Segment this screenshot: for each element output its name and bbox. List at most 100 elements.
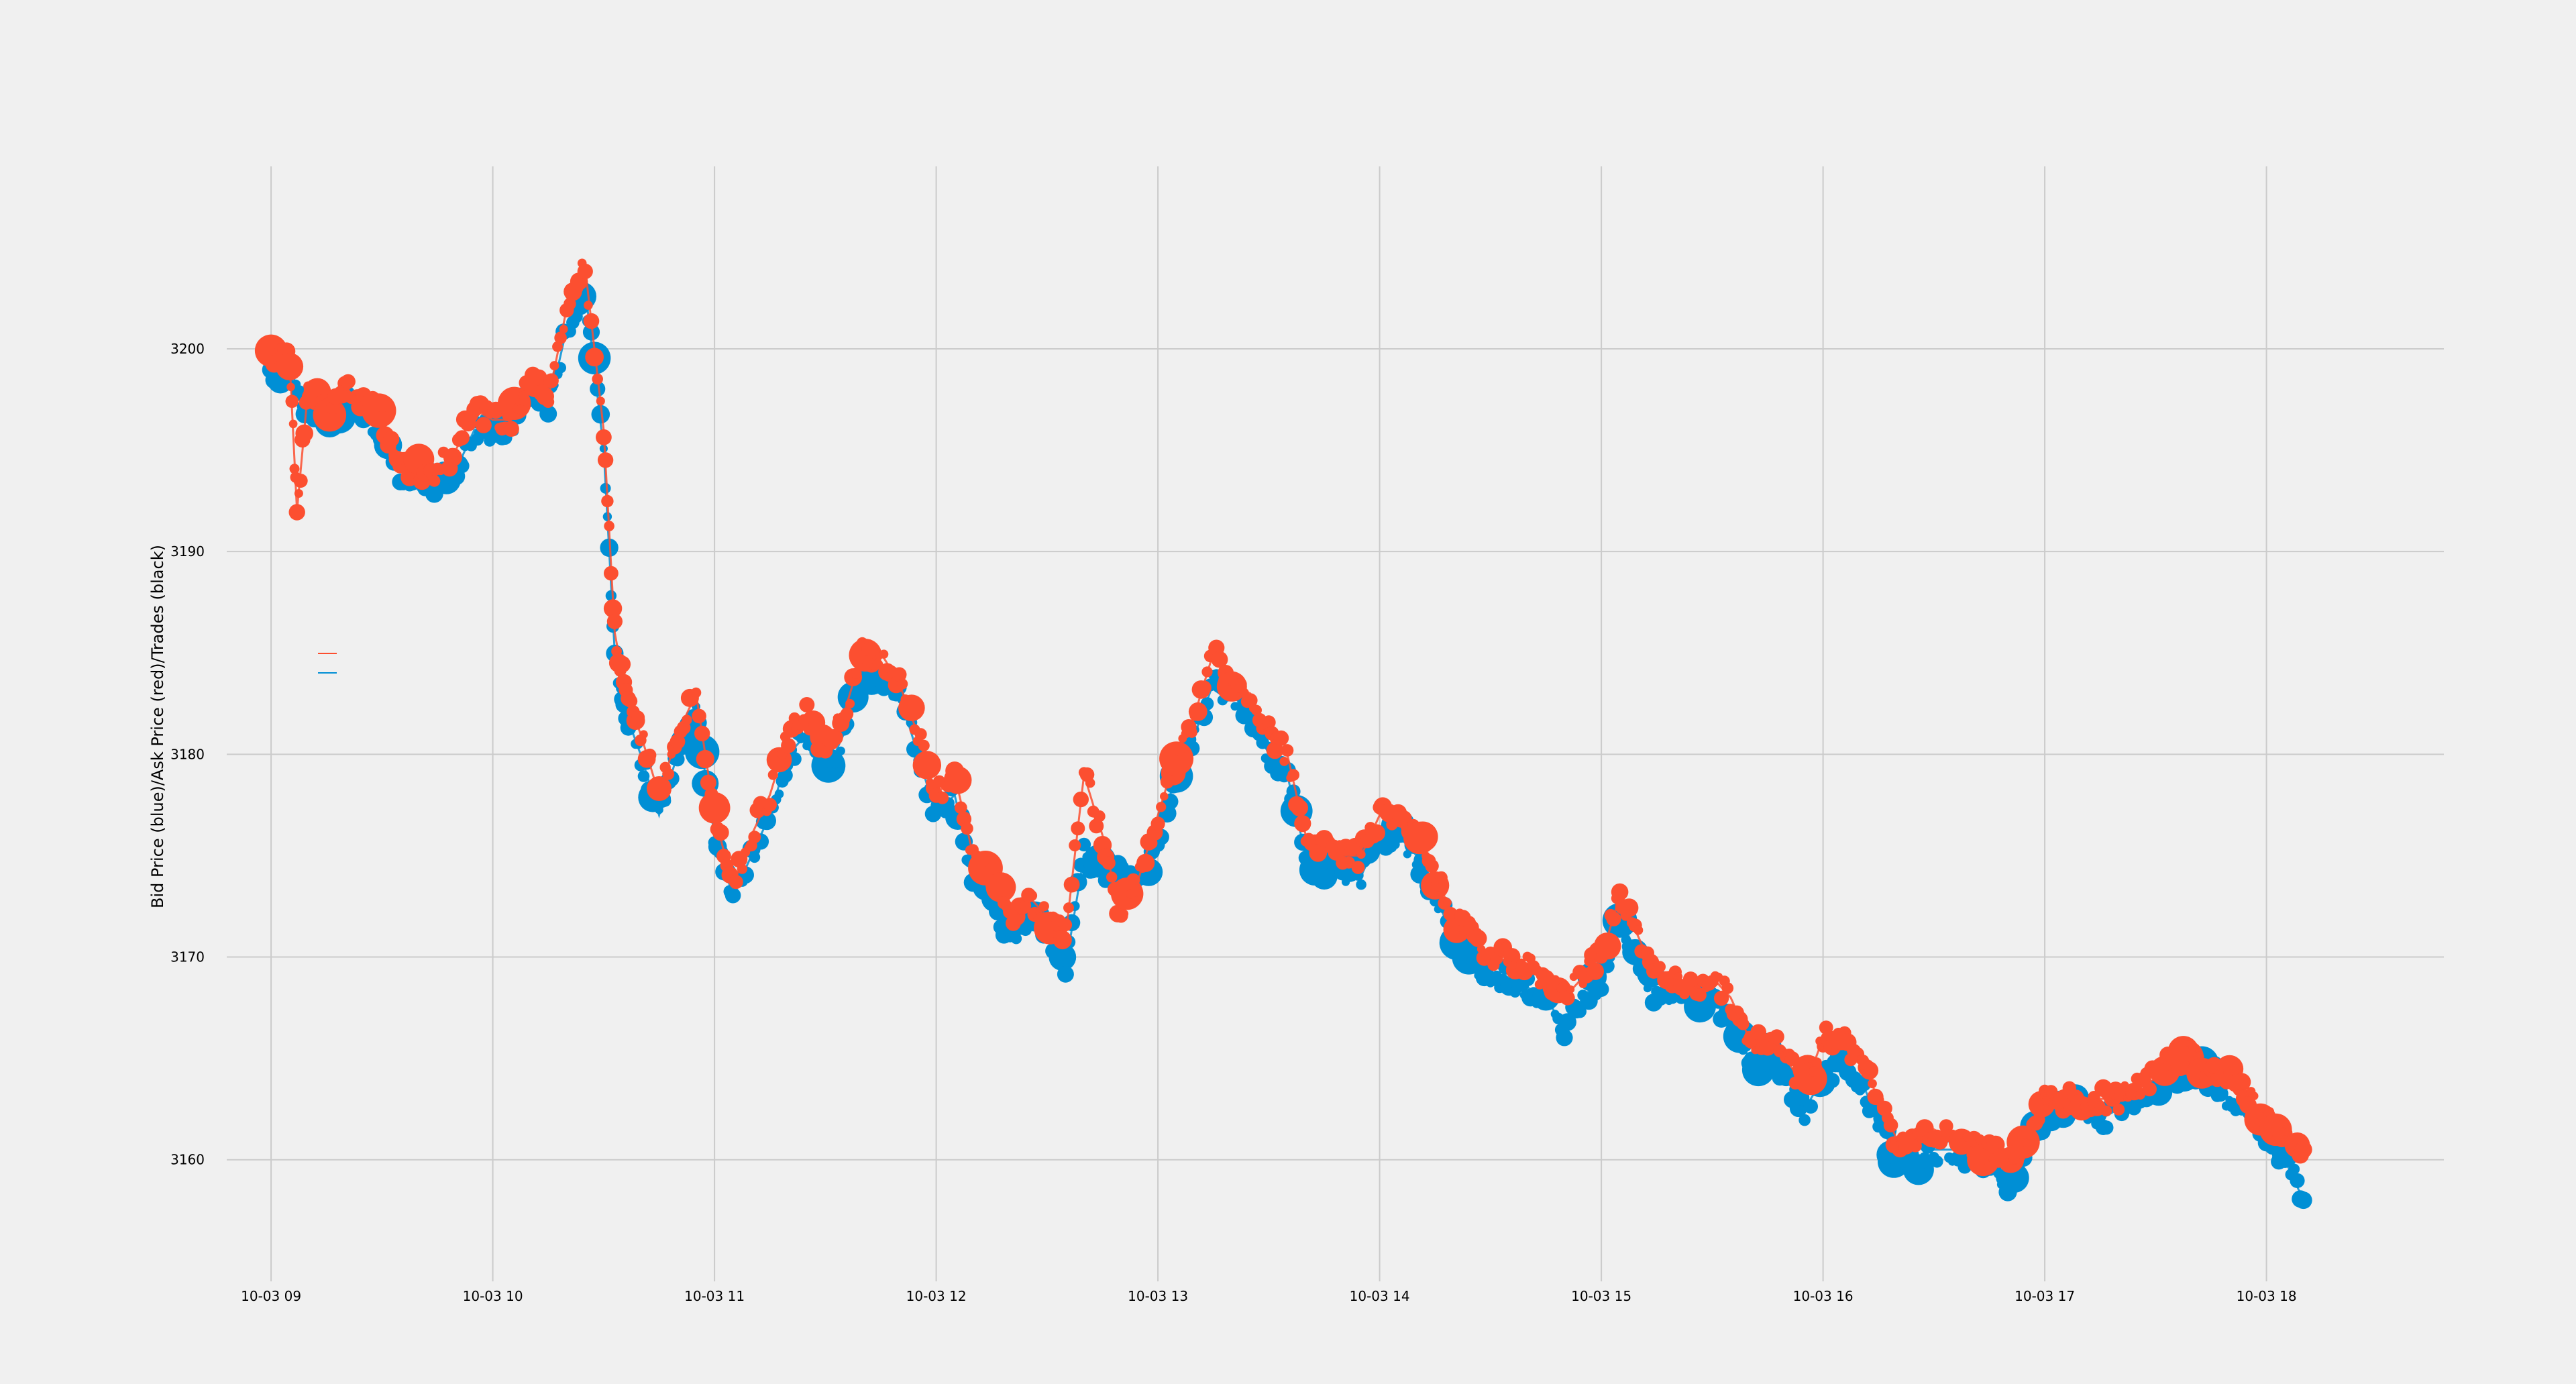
ask-point — [288, 504, 305, 521]
ask-point — [1085, 778, 1095, 788]
ask-point — [503, 421, 519, 437]
ask-point — [531, 369, 547, 386]
ask-point — [2100, 1105, 2112, 1117]
ask-point — [2188, 1043, 2197, 1052]
y-tick-label: 3170 — [170, 949, 205, 965]
ask-point — [1026, 890, 1038, 902]
ask-point — [1261, 715, 1276, 730]
bid-point — [2288, 1163, 2300, 1175]
ask-point — [1089, 818, 1104, 834]
ask-point — [295, 424, 314, 443]
bid-point — [2099, 1120, 2114, 1135]
ask-point — [1038, 901, 1049, 912]
ask-point — [1407, 821, 1438, 852]
ask-point — [1868, 1079, 1877, 1089]
bid-point — [1077, 837, 1091, 852]
x-tick-label: 10-03 10 — [463, 1288, 523, 1304]
ask-point — [700, 774, 716, 791]
ask-point — [985, 872, 1016, 902]
ask-point — [845, 698, 855, 708]
bid-point — [1368, 848, 1379, 859]
ask-point — [767, 769, 778, 780]
ask-point — [898, 694, 925, 721]
ask-point — [1020, 900, 1032, 912]
ask-point — [763, 798, 777, 812]
ask-point — [1150, 816, 1165, 831]
ask-point — [2023, 1128, 2035, 1140]
ask-point — [543, 373, 559, 388]
ask-point — [1159, 741, 1194, 776]
y-tick-label: 3160 — [170, 1152, 205, 1168]
ask-point — [1434, 871, 1448, 884]
ask-point — [289, 464, 300, 474]
bid-point — [1049, 943, 1077, 971]
ask-point — [1126, 873, 1140, 887]
ask-point — [2135, 1089, 2145, 1100]
ask-point — [294, 489, 303, 498]
x-tick-label: 10-03 15 — [1571, 1288, 1631, 1304]
ask-point — [1368, 824, 1385, 842]
ask-point — [748, 831, 761, 844]
ask-point — [597, 452, 614, 468]
ask-point — [1351, 861, 1365, 874]
ask-point — [692, 708, 706, 724]
ask-point — [1586, 962, 1604, 980]
bid-point — [590, 381, 606, 397]
ask-point — [1197, 680, 1212, 695]
x-tick-label: 10-03 13 — [1128, 1288, 1188, 1304]
ask-point — [606, 613, 623, 629]
ask-point — [542, 396, 555, 408]
bid-point — [774, 789, 784, 799]
ask-point — [1654, 961, 1666, 973]
ask-point — [1809, 1066, 1819, 1077]
ask-point — [559, 325, 568, 333]
bid-point — [600, 482, 611, 494]
ask-point — [1356, 849, 1366, 859]
ask-point — [914, 728, 927, 741]
bid-point — [2294, 1191, 2312, 1210]
ask-point — [639, 730, 648, 739]
ask-point — [1713, 990, 1729, 1006]
ask-series — [254, 258, 2312, 1177]
ask-point — [682, 714, 692, 725]
ask-point — [1469, 929, 1487, 947]
bid-point — [1593, 981, 1609, 997]
ask-point — [1059, 918, 1073, 932]
ask-point — [1619, 898, 1639, 918]
bid-point — [1919, 1152, 1931, 1164]
ask-point — [596, 429, 612, 445]
ask-point — [2233, 1073, 2251, 1092]
ask-point — [1136, 853, 1155, 872]
ask-point — [1201, 666, 1213, 678]
ask-point — [613, 655, 631, 673]
bid-point — [539, 405, 557, 423]
y-axis-label: Bid Price (blue)/Ask Price (red)/Trades … — [148, 545, 167, 908]
ask-point — [861, 642, 875, 657]
ask-point — [585, 348, 604, 367]
ask-point — [1294, 815, 1311, 833]
ask-point — [1069, 839, 1081, 852]
ask-point — [584, 301, 593, 310]
bid-point — [833, 753, 843, 763]
ask-point — [1211, 651, 1228, 668]
ask-point — [1287, 769, 1299, 782]
bid-point — [1931, 1155, 1943, 1168]
ask-point — [285, 394, 299, 409]
ask-point — [1281, 744, 1294, 757]
y-tick-label: 3200 — [170, 341, 205, 357]
bid-point — [1057, 965, 1074, 983]
ask-point — [656, 787, 668, 799]
ask-point — [1063, 902, 1074, 914]
ask-point — [1291, 799, 1309, 817]
ask-point — [2294, 1140, 2312, 1159]
ask-point — [276, 352, 304, 380]
bid-point — [1803, 1099, 1818, 1114]
ask-point — [1425, 859, 1439, 873]
ask-point — [1560, 990, 1575, 1006]
ask-point — [1106, 871, 1118, 883]
ask-point — [1130, 884, 1142, 897]
x-tick-label: 10-03 18 — [2237, 1288, 2297, 1304]
ask-point — [892, 667, 907, 682]
ask-point — [712, 824, 729, 841]
